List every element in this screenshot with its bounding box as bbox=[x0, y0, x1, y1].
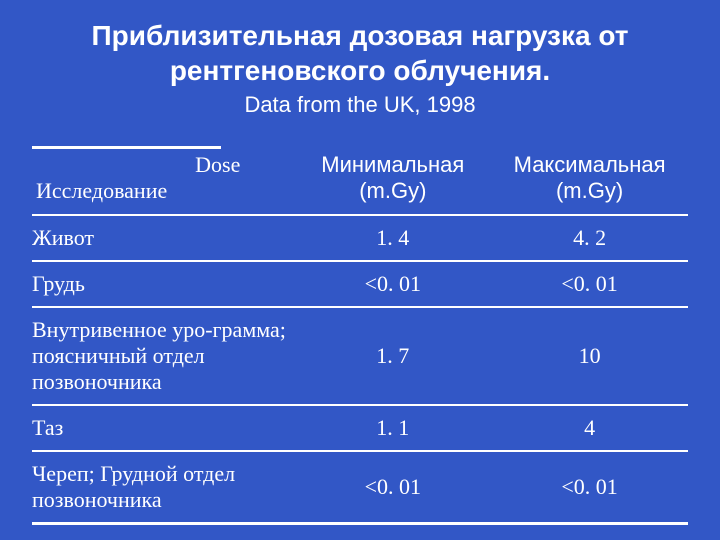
cell-max: 10 bbox=[491, 307, 688, 405]
cell-study: Грудь bbox=[32, 261, 294, 307]
header-min: Минимальная (m.Gy) bbox=[294, 146, 491, 215]
table-header-row: Dose Исследование Минимальная (m.Gy) Мак… bbox=[32, 146, 688, 215]
header-dose-label: Dose bbox=[36, 152, 290, 178]
table-row: Внутривенное уро-грамма; поясничный отде… bbox=[32, 307, 688, 405]
table-row: Грудь<0. 01<0. 01 bbox=[32, 261, 688, 307]
header-study: Dose Исследование bbox=[32, 146, 294, 215]
cell-study: Внутривенное уро-грамма; поясничный отде… bbox=[32, 307, 294, 405]
cell-min: 1. 4 bbox=[294, 215, 491, 261]
slide-subtitle: Data from the UK, 1998 bbox=[32, 92, 688, 118]
cell-max: 4. 2 bbox=[491, 215, 688, 261]
table-body: Живот1. 44. 2Грудь<0. 01<0. 01Внутривенн… bbox=[32, 215, 688, 524]
title-line-2: рентгеновского облучения. bbox=[170, 55, 550, 86]
slide-title: Приблизительная дозовая нагрузка от рент… bbox=[32, 18, 688, 88]
cell-study: Череп; Грудной отдел позвоночника bbox=[32, 451, 294, 524]
cell-max: <0. 01 bbox=[491, 261, 688, 307]
table-row: Живот1. 44. 2 bbox=[32, 215, 688, 261]
cell-study: Живот bbox=[32, 215, 294, 261]
cell-max: 4 bbox=[491, 405, 688, 451]
cell-min: <0. 01 bbox=[294, 451, 491, 524]
cell-max: <0. 01 bbox=[491, 451, 688, 524]
table-row: Таз1. 14 bbox=[32, 405, 688, 451]
cell-min: 1. 7 bbox=[294, 307, 491, 405]
header-max: Максимальная (m.Gy) bbox=[491, 146, 688, 215]
cell-study: Таз bbox=[32, 405, 294, 451]
title-line-1: Приблизительная дозовая нагрузка от bbox=[92, 20, 629, 51]
header-study-label: Исследование bbox=[36, 178, 290, 204]
cell-min: 1. 1 bbox=[294, 405, 491, 451]
table-row: Череп; Грудной отдел позвоночника<0. 01<… bbox=[32, 451, 688, 524]
dose-table: Dose Исследование Минимальная (m.Gy) Мак… bbox=[32, 146, 688, 525]
header-partial-rule bbox=[32, 146, 221, 149]
cell-min: <0. 01 bbox=[294, 261, 491, 307]
